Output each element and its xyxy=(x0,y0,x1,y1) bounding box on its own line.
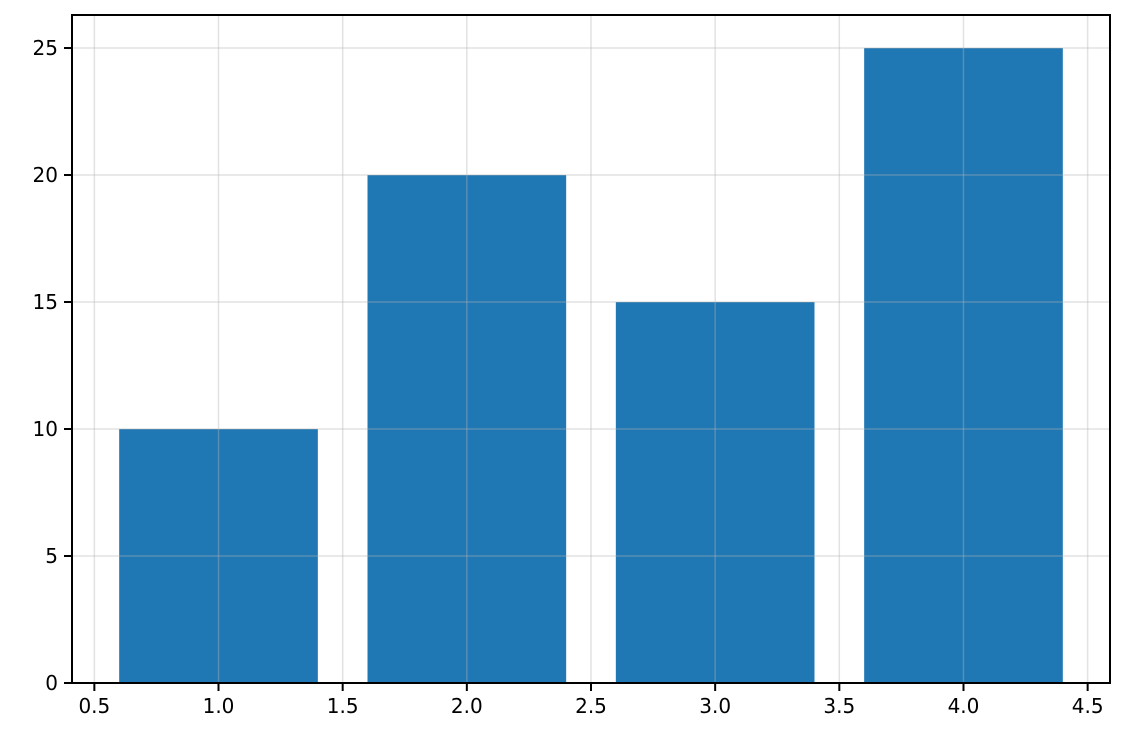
bar xyxy=(367,175,567,684)
y-tick-label: 15 xyxy=(33,290,58,314)
x-tick-label: 1.5 xyxy=(327,694,359,718)
axes-spines xyxy=(71,14,1111,684)
x-tick-label: 1.0 xyxy=(203,694,235,718)
x-tick-label: 4.0 xyxy=(948,694,980,718)
bar xyxy=(119,429,318,683)
x-tick-label: 2.0 xyxy=(451,694,483,718)
x-tick-label: 3.5 xyxy=(823,694,855,718)
y-tick-label: 20 xyxy=(33,163,58,187)
y-tick-label: 5 xyxy=(45,544,58,568)
x-tick-label: 0.5 xyxy=(78,694,110,718)
y-tick-label: 25 xyxy=(33,36,58,60)
y-tick-label: 0 xyxy=(45,671,58,695)
x-tick-label: 3.0 xyxy=(699,694,731,718)
x-tick-label: 2.5 xyxy=(575,694,607,718)
x-tick-label: 4.5 xyxy=(1072,694,1104,718)
bar xyxy=(864,48,1063,683)
bar xyxy=(615,302,815,683)
y-tick-label: 10 xyxy=(33,417,58,441)
